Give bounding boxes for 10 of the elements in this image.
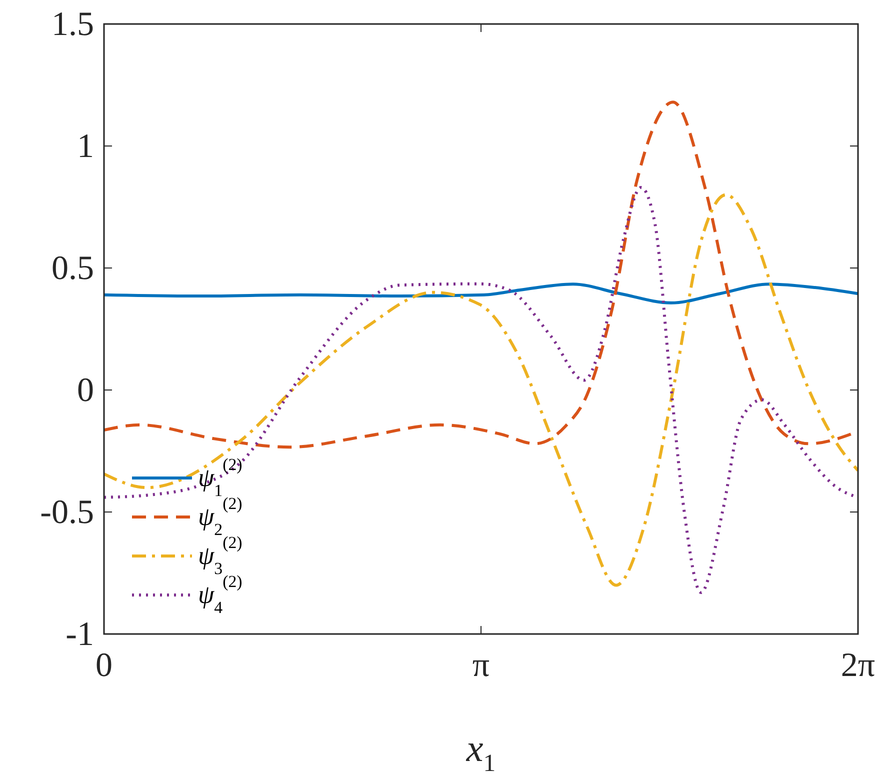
y-tick-label: 1 bbox=[77, 128, 94, 165]
y-tick-label: 1.5 bbox=[52, 6, 94, 43]
x-tick-label: π bbox=[472, 647, 490, 684]
y-tick-label: -1 bbox=[66, 616, 94, 653]
x-axis-title: x$_{1}$ bbox=[465, 728, 496, 775]
y-tick-label: -0.5 bbox=[40, 494, 94, 531]
y-tick-label: 0 bbox=[77, 372, 94, 409]
line-series bbox=[104, 282, 858, 304]
x-tick-label: 2π bbox=[840, 647, 876, 684]
y-tick-label: 0.5 bbox=[52, 250, 94, 287]
